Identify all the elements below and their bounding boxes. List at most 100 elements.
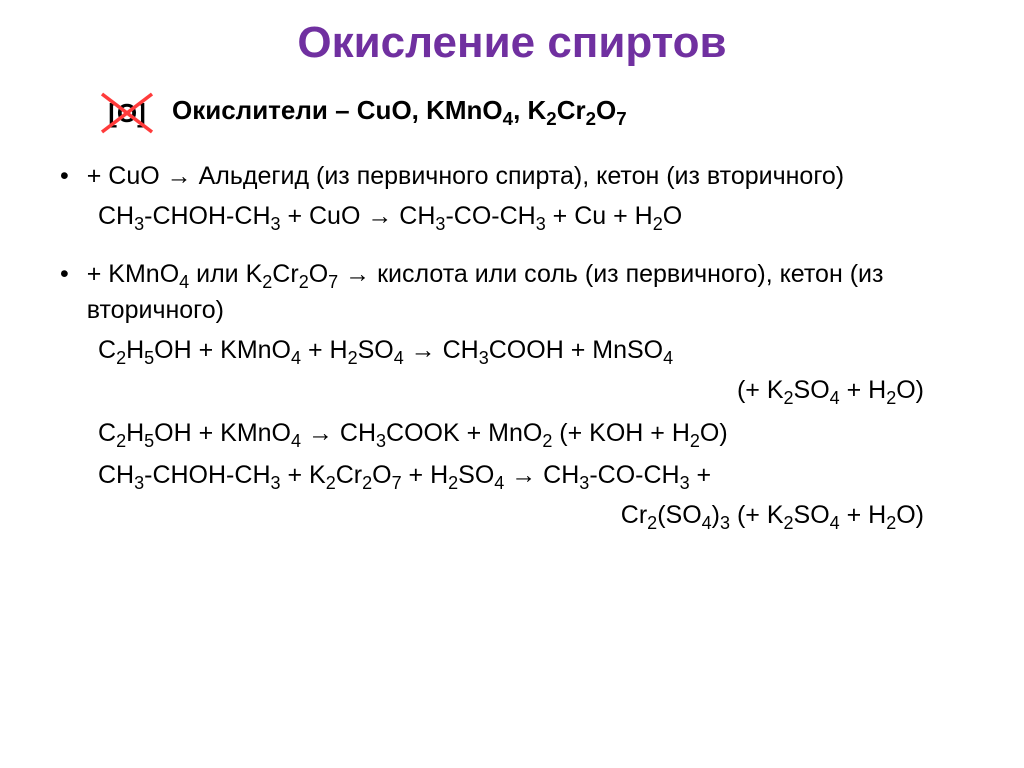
b2s4: 7 (328, 272, 338, 292)
e2b: H (126, 336, 144, 364)
e4s6: 2 (448, 473, 458, 493)
oxidizers-text: Окислители – CuO, KMnO4, K2Cr2O7 (172, 95, 627, 130)
bullet-1: • + CuO → Альдегид (из первичного спирта… (60, 160, 984, 194)
e3e: CH (333, 419, 376, 447)
e4rf: + H (840, 501, 887, 529)
e2e: SO (358, 336, 394, 364)
b1a: + CuO (87, 162, 167, 190)
e4f: + H (402, 461, 449, 489)
ox-sub3: 2 (586, 109, 596, 130)
e3s6: 2 (690, 431, 700, 451)
e1s1: 3 (134, 214, 144, 234)
e4rg: O) (896, 501, 924, 529)
equation-1: CH3-CHOH-CH3 + CuO → CH3-CO-CH3 + Cu + H… (98, 200, 984, 236)
bullet-2: • + KMnO4 или K2Cr2O7 → кислота или соль… (60, 258, 984, 328)
e1b: -CHOH-CH (144, 202, 270, 230)
e2s2: 5 (144, 348, 154, 368)
ox-part2: , K (513, 95, 546, 125)
b1-arrow: → (167, 162, 192, 190)
e4d: Cr (336, 461, 362, 489)
equation-2-right: (+ K2SO4 + H2O) (40, 374, 924, 410)
e2s4: 2 (348, 348, 358, 368)
e4rs6: 2 (886, 513, 896, 533)
e2s5: 4 (394, 348, 404, 368)
bullet-dot-2: • (60, 258, 69, 291)
bullet-1-content: + CuO → Альдегид (из первичного спирта),… (87, 160, 844, 194)
e2rd: O) (896, 376, 924, 404)
e2c: OH + KMnO (154, 336, 291, 364)
e4c: + K (281, 461, 326, 489)
ox-sub2: 2 (546, 109, 556, 130)
e1s4: 3 (536, 214, 546, 234)
e4rb: (SO (657, 501, 701, 529)
e2f (404, 336, 411, 364)
e1c: + CuO (281, 202, 368, 230)
oxidizer-symbol-crossed: [О] (100, 92, 154, 134)
e4j: -CO-CH (589, 461, 679, 489)
e2s7: 4 (663, 348, 673, 368)
e4rs4: 2 (784, 513, 794, 533)
e4rc: ) (712, 501, 720, 529)
b2ar: → (345, 260, 370, 288)
e1d: CH (392, 202, 435, 230)
e3a: C (98, 419, 116, 447)
b2c: Cr (272, 260, 298, 288)
e3ar: → (308, 419, 333, 447)
e1a: CH (98, 202, 134, 230)
e1f: + Cu + H (546, 202, 653, 230)
e1s2: 3 (271, 214, 281, 234)
e2rc: + H (840, 376, 887, 404)
e2rb: SO (794, 376, 830, 404)
b2d: O (309, 260, 328, 288)
e4s4: 2 (362, 473, 372, 493)
e3s2: 5 (144, 431, 154, 451)
e3c: OH + KMnO (154, 419, 291, 447)
e4a: CH (98, 461, 134, 489)
e4s3: 2 (326, 473, 336, 493)
e4k: + (690, 461, 712, 489)
bullet-2-content: + KMnO4 или K2Cr2O7 → кислота или соль (… (87, 258, 984, 328)
e2rs1: 2 (784, 388, 794, 408)
equation-3: C2H5OH + KMnO4 → CH3COOK + MnO2 (+ KOH +… (98, 417, 984, 453)
e3s3: 4 (291, 431, 301, 451)
e2d: + H (301, 336, 348, 364)
e4g: SO (458, 461, 494, 489)
e4ar: → (511, 461, 536, 489)
e4i: CH (536, 461, 579, 489)
e4rs2: 4 (702, 513, 712, 533)
e4s7: 4 (494, 473, 504, 493)
equation-2: C2H5OH + KMnO4 + H2SO4 → CH3COOH + MnSO4 (98, 334, 984, 370)
e4b: -CHOH-CH (144, 461, 270, 489)
e4s8: 3 (579, 473, 589, 493)
b2s2: 2 (262, 272, 272, 292)
e3s4: 3 (376, 431, 386, 451)
e1g: O (663, 202, 682, 230)
e4s1: 3 (134, 473, 144, 493)
e3s1: 2 (116, 431, 126, 451)
e4rs1: 2 (647, 513, 657, 533)
e2s1: 2 (116, 348, 126, 368)
e3s5: 2 (542, 431, 552, 451)
ox-sub4: 7 (616, 109, 626, 130)
cross-icon (96, 88, 158, 138)
e1s5: 2 (653, 214, 663, 234)
e2ar: → (411, 336, 436, 364)
e2a: C (98, 336, 116, 364)
b2s3: 2 (299, 272, 309, 292)
e4ra: Cr (621, 501, 647, 529)
e4rd: (+ K (730, 501, 784, 529)
e3d (301, 419, 308, 447)
e4s2: 3 (271, 473, 281, 493)
e2rs3: 2 (886, 388, 896, 408)
ox-part4: O (596, 95, 616, 125)
b2b: или K (189, 260, 262, 288)
ox-sub1: 4 (503, 109, 513, 130)
bullet-dot: • (60, 160, 69, 193)
e3f: COOK + MnO (386, 419, 542, 447)
b2s1: 4 (179, 272, 189, 292)
e1s3: 3 (435, 214, 445, 234)
e4rs3: 3 (720, 513, 730, 533)
e1e: -CO-CH (445, 202, 535, 230)
equation-4: CH3-CHOH-CH3 + K2Cr2O7 + H2SO4 → CH3-CO-… (98, 459, 984, 495)
e2h: COOH + MnSO (489, 336, 663, 364)
